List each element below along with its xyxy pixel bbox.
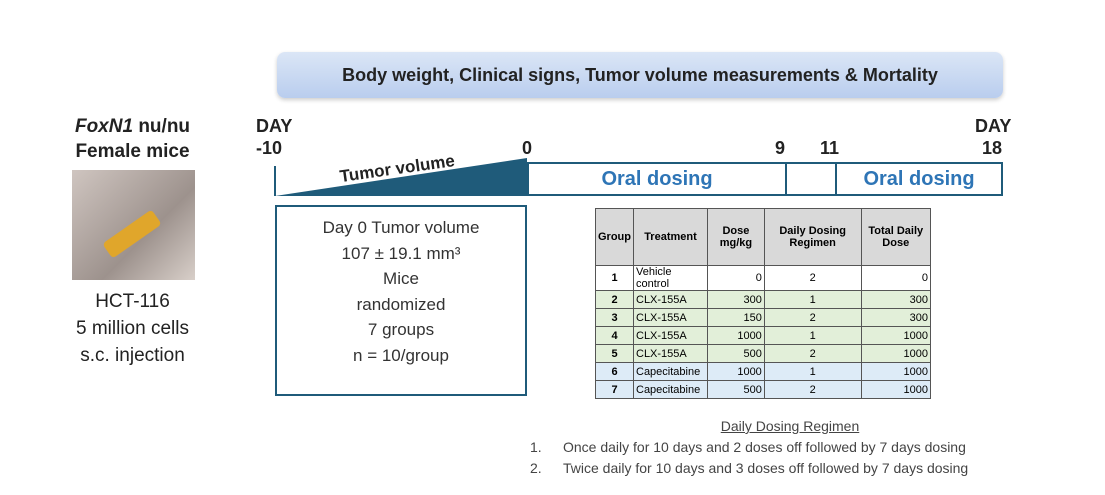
table-cell: CLX-155A xyxy=(633,290,708,309)
note-text: Twice daily for 10 days and 3 doses off … xyxy=(563,460,969,476)
table-cell: 1000 xyxy=(706,326,765,345)
dosing-gap xyxy=(785,162,837,196)
route: s.c. injection xyxy=(80,345,185,366)
table-row: 5 CLX-155A 500 2 1000 xyxy=(595,344,931,363)
table-cell: 300 xyxy=(860,308,931,327)
table-cell: 2 xyxy=(763,308,862,327)
note-number: 1. xyxy=(530,439,542,455)
table-cell: CLX-155A xyxy=(633,308,708,327)
header-cell: Group xyxy=(595,208,634,266)
table-cell: Vehicle control xyxy=(633,265,708,291)
start-label: DAY xyxy=(256,116,293,136)
table-cell: 2 xyxy=(763,380,862,399)
table-row: 4 CLX-155A 1000 1 1000 xyxy=(595,326,931,345)
header-cell: Dose mg/kg xyxy=(706,208,765,266)
table-cell: 1000 xyxy=(706,362,765,381)
start-day: -10 xyxy=(256,138,283,158)
header-cell: Treatment xyxy=(633,208,708,266)
table-cell: 1000 xyxy=(860,344,931,363)
table-cell: 1 xyxy=(763,362,862,381)
table-cell: 4 xyxy=(595,326,634,345)
header-cell: Total Daily Dose xyxy=(860,208,931,266)
table-cell: 1000 xyxy=(860,380,931,399)
table-cell: 1000 xyxy=(860,326,931,345)
table-cell: 0 xyxy=(706,265,765,291)
table-cell: Capecitabine xyxy=(633,380,708,399)
baseline-line: Mice xyxy=(383,269,419,288)
table-cell: 2 xyxy=(595,290,634,309)
table-cell: 3 xyxy=(595,308,634,327)
banner: Body weight, Clinical signs, Tumor volum… xyxy=(277,52,1003,98)
baseline-box: Day 0 Tumor volume 107 ± 19.1 mm³ Mice rand… xyxy=(275,205,527,396)
table-cell: Capecitabine xyxy=(633,362,708,381)
end-day: 18 xyxy=(982,138,1003,158)
header-cell: Daily Dosing Regimen xyxy=(763,208,862,266)
table-row: 3 CLX-155A 150 2 300 xyxy=(595,308,931,327)
table-cell: 5 xyxy=(595,344,634,363)
note-item: 1. Once daily for 10 days and 2 doses off… xyxy=(520,439,1060,455)
table-row: 2 CLX-155A 300 1 300 xyxy=(595,290,931,309)
header-row: Group Treatment Dose mg/kg Daily Dosing Reg… xyxy=(595,208,931,266)
table-cell: 1000 xyxy=(860,362,931,381)
tumor-wedge: Tumor volume xyxy=(274,151,527,196)
mouse-photo xyxy=(72,170,195,280)
table-cell: CLX-155A xyxy=(633,344,708,363)
notes: Daily Dosing Regimen 1. Once daily for 10… xyxy=(520,418,1060,476)
table-cell: CLX-155A xyxy=(633,326,708,345)
table-cell: 2 xyxy=(763,265,862,291)
table-cell: 7 xyxy=(595,380,634,399)
table-cell: 500 xyxy=(706,380,765,399)
notes-title: Daily Dosing Regimen xyxy=(720,418,860,434)
baseline-line: Day 0 Tumor volume xyxy=(322,218,480,237)
baseline-line: n = 10/group xyxy=(353,345,449,365)
treatment-table: Group Treatment Dose mg/kg Daily Dosing Reg… xyxy=(595,208,931,399)
wedge xyxy=(275,158,527,196)
cells: 5 million cells xyxy=(76,318,189,339)
end-label: DAY xyxy=(975,116,1012,136)
day: 0 xyxy=(522,138,533,158)
baseline-line: 107 ± 19.1 mm³ xyxy=(341,243,461,263)
table-row: 1 Vehicle control 0 2 0 xyxy=(595,265,931,291)
baseline-line: 7 groups xyxy=(367,320,435,339)
baseline-line: randomized xyxy=(356,294,446,314)
table-cell: 1 xyxy=(763,326,862,345)
table-cell: 150 xyxy=(706,308,765,327)
table-row: 6 Capecitabine 1000 1 1000 xyxy=(595,362,931,381)
table-cell: 500 xyxy=(706,344,765,363)
day: 11 xyxy=(820,138,840,158)
table-cell: 300 xyxy=(706,290,765,309)
table-cell: 300 xyxy=(860,290,931,309)
notes-list: 1. Once daily for 10 days and 2 doses off… xyxy=(520,439,1060,476)
table-cell: 6 xyxy=(595,362,634,381)
table-cell: 1 xyxy=(763,290,862,309)
note-item: 2. Twice daily for 10 days and 3 doses of… xyxy=(520,460,1060,476)
cell-line: HCT-116 xyxy=(95,291,170,312)
genotype: nu/nu xyxy=(138,116,191,137)
dosing-segment: Oral dosing xyxy=(527,162,787,196)
table-cell: 1 xyxy=(595,265,634,291)
note-text: Once daily for 10 days and 2 doses off f… xyxy=(563,439,966,455)
table-cell: 0 xyxy=(860,265,931,291)
day: 9 xyxy=(775,138,786,158)
dosing-segment: Oral dosing xyxy=(835,162,1003,196)
table-cell: 2 xyxy=(763,344,862,363)
strain: FoxN1 xyxy=(74,116,134,137)
table-row: 7 Capecitabine 500 2 1000 xyxy=(595,380,931,399)
note-number: 2. xyxy=(530,460,542,476)
sex: Female mice xyxy=(75,141,190,162)
strain-line: FoxN1 nu/nu xyxy=(30,116,235,138)
syringe xyxy=(102,209,162,259)
